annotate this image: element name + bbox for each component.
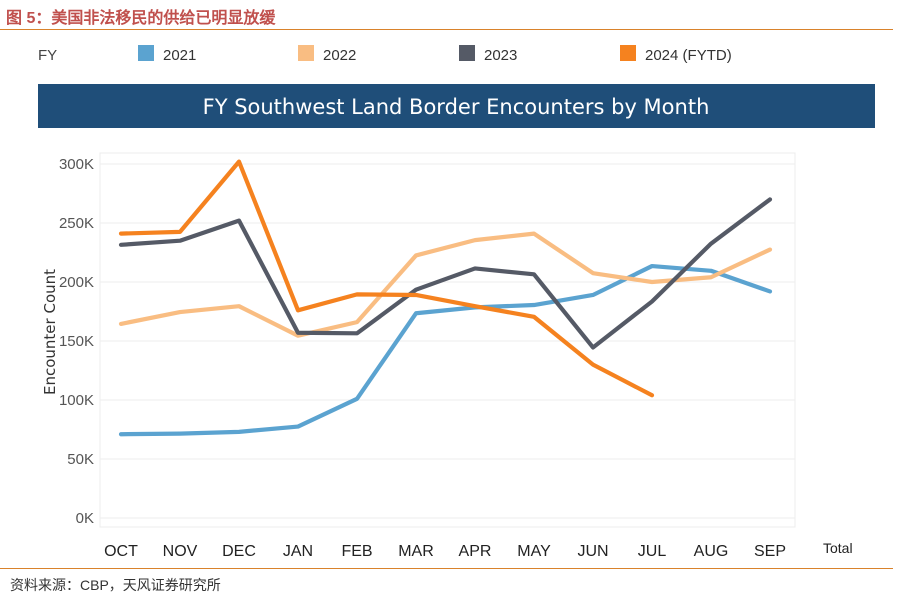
series-line: [118, 197, 773, 350]
legend-swatch: [298, 45, 314, 61]
series-line: [118, 231, 773, 338]
top-divider: [0, 29, 893, 30]
x-tick-label: JUN: [577, 543, 608, 560]
chart-title-bar: [38, 84, 875, 128]
x-tick-label: MAR: [398, 543, 434, 560]
x-tick-label: JUL: [638, 543, 667, 560]
y-tick-label: 300K: [59, 156, 94, 173]
x-tick-label: APR: [459, 543, 492, 560]
x-tick-label: JAN: [283, 543, 313, 560]
y-tick-label: 250K: [59, 215, 94, 232]
legend-label: 2024 (FYTD): [645, 47, 732, 64]
figure-caption: 图 5：美国非法移民的供给已明显放缓: [6, 10, 276, 27]
y-tick-label: 150K: [59, 333, 94, 350]
legend: 2021 2022 2023 2024 (FYTD): [138, 45, 732, 64]
legend-label: 2022: [323, 47, 356, 64]
legend-label: 2023: [484, 47, 517, 64]
plot-frame: [99, 152, 796, 528]
x-tick-label: AUG: [694, 543, 729, 560]
x-tick-label: SEP: [754, 543, 786, 560]
x-tick-label: MAY: [517, 543, 551, 560]
y-tick-label: 50K: [67, 451, 94, 468]
bottom-divider: [0, 568, 893, 569]
legend-label: 2021: [163, 47, 196, 64]
legend-swatch: [459, 45, 475, 61]
x-tick-label: OCT: [104, 543, 138, 560]
x-tick-label: FEB: [341, 543, 372, 560]
legend-heading: FY: [38, 47, 57, 64]
x-tick-total: Total: [823, 540, 853, 556]
series-line: [118, 159, 655, 398]
y-axis-ticks: 0K 50K 100K 150K 200K 250K 300K: [59, 156, 94, 527]
series-line: [118, 263, 773, 437]
grid: [99, 152, 796, 528]
x-axis-ticks: OCT NOV DEC JAN FEB MAR APR MAY JUN JUL AUG SEP: [104, 543, 786, 560]
legend-swatch: [620, 45, 636, 61]
x-tick-label: NOV: [163, 543, 198, 560]
y-tick-label: 200K: [59, 274, 94, 291]
y-tick-label: 100K: [59, 392, 94, 409]
figure-source: 资料来源：CBP，天风证券研究所: [10, 577, 221, 593]
legend-swatch: [138, 45, 154, 61]
series-lines: [118, 159, 773, 437]
chart-title: FY Southwest Land Border Encounters by M…: [203, 95, 710, 119]
y-axis-label: Encounter Count: [41, 269, 59, 395]
x-tick-label: DEC: [222, 543, 256, 560]
y-tick-label: 0K: [76, 510, 94, 527]
